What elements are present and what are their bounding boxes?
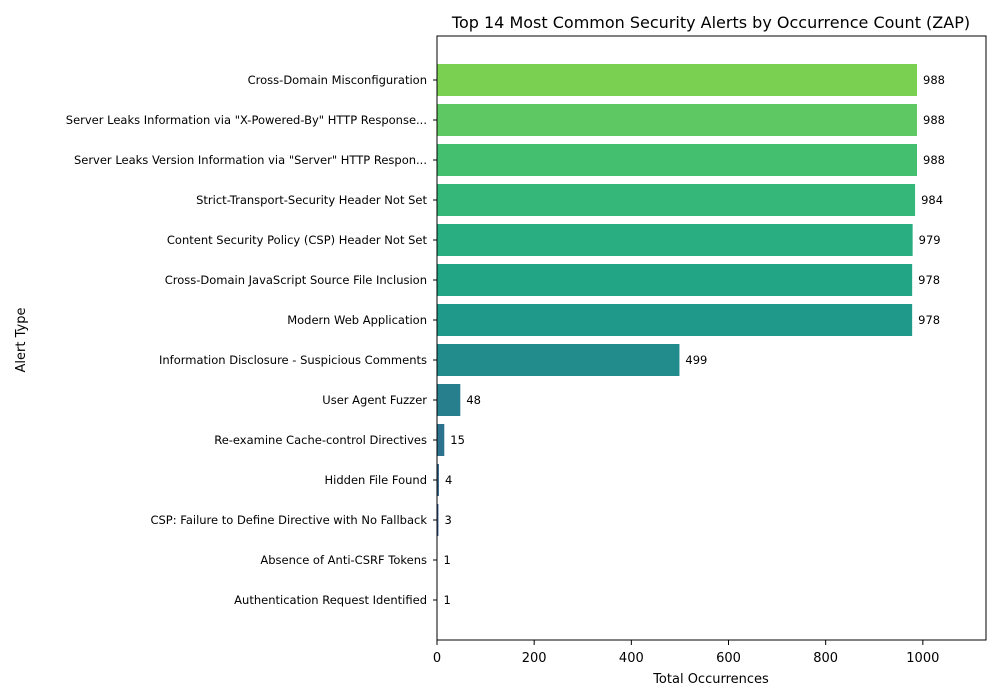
x-tick-label-3: 600 — [716, 651, 741, 666]
y-axis-label: Alert Type — [14, 308, 29, 373]
category-label-0: Cross-Domain Misconfiguration — [248, 73, 427, 87]
chart-title: Top 14 Most Common Security Alerts by Oc… — [451, 13, 970, 32]
value-labels: 988 988 988 984 979 978 978 499 48 15 4 3 1 1 — [444, 73, 945, 607]
value-label-3: 984 — [921, 193, 943, 207]
category-labels: Cross-Domain Misconfiguration Server Leak… — [66, 73, 437, 607]
x-tick-label-4: 800 — [813, 651, 838, 666]
value-label-5: 978 — [918, 273, 940, 287]
category-label-10: Hidden File Found — [325, 473, 427, 487]
bar-5 — [437, 264, 913, 296]
value-label-13: 1 — [444, 593, 451, 607]
bar-0 — [437, 64, 918, 96]
value-label-9: 15 — [450, 433, 465, 447]
bar-11 — [437, 504, 439, 536]
bars-layer — [437, 64, 918, 616]
value-label-7: 499 — [685, 353, 707, 367]
value-label-1: 988 — [923, 113, 945, 127]
bar-1 — [437, 104, 918, 136]
value-label-6: 978 — [918, 313, 940, 327]
plot-frame — [436, 35, 987, 641]
category-label-13: Authentication Request Identified — [234, 593, 427, 607]
bar-2 — [437, 144, 918, 176]
category-label-8: User Agent Fuzzer — [322, 393, 427, 407]
value-label-12: 1 — [444, 553, 451, 567]
value-label-2: 988 — [923, 153, 945, 167]
category-label-1: Server Leaks Information via "X-Powered-… — [66, 113, 427, 127]
category-label-6: Modern Web Application — [287, 313, 427, 327]
category-label-2: Server Leaks Version Information via "Se… — [74, 153, 427, 167]
x-tick-label-2: 400 — [619, 651, 644, 666]
category-label-5: Cross-Domain JavaScript Source File Incl… — [165, 273, 427, 287]
category-label-11: CSP: Failure to Define Directive with No… — [150, 513, 427, 527]
value-label-11: 3 — [444, 513, 451, 527]
bar-3 — [437, 184, 916, 216]
x-tick-label-5: 1000 — [906, 651, 939, 666]
category-label-12: Absence of Anti-CSRF Tokens — [260, 553, 427, 567]
value-label-8: 48 — [466, 393, 481, 407]
x-axis-label: Total Occurrences — [652, 672, 769, 687]
category-label-3: Strict-Transport-Security Header Not Set — [196, 193, 427, 207]
category-label-7: Information Disclosure - Suspicious Comm… — [159, 353, 427, 367]
x-axis-ticks: 0 200 400 600 800 1000 — [433, 640, 939, 666]
value-label-4: 979 — [919, 233, 941, 247]
value-label-0: 988 — [923, 73, 945, 87]
bar-10 — [437, 464, 439, 496]
x-tick-label-0: 0 — [433, 651, 441, 666]
bar-4 — [437, 224, 913, 256]
bar-6 — [437, 304, 913, 336]
x-tick-label-1: 200 — [522, 651, 547, 666]
bar-7 — [437, 344, 680, 376]
category-label-9: Re-examine Cache-control Directives — [214, 433, 427, 447]
value-label-10: 4 — [445, 473, 452, 487]
bar-8 — [437, 384, 461, 416]
bar-9 — [437, 424, 445, 456]
category-label-4: Content Security Policy (CSP) Header Not… — [167, 233, 428, 247]
